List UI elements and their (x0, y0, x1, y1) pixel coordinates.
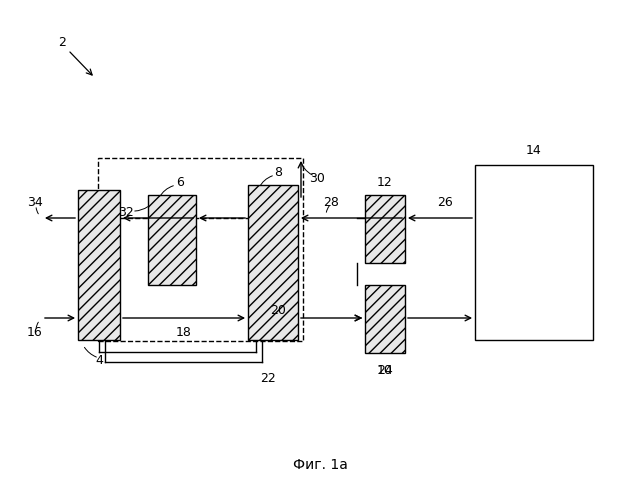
Text: 6: 6 (176, 176, 184, 189)
Bar (148, 195, 196, 285)
Text: 20: 20 (270, 304, 286, 317)
Bar (98, 158, 303, 341)
Text: 26: 26 (437, 196, 453, 209)
Bar (365, 285, 405, 353)
Text: 24: 24 (377, 364, 393, 378)
Bar (475, 165, 593, 340)
Text: 12: 12 (377, 176, 393, 189)
Text: 4: 4 (95, 353, 103, 366)
Text: 10: 10 (377, 364, 393, 378)
Text: 8: 8 (274, 167, 282, 179)
Bar (248, 185, 298, 340)
Text: 14: 14 (526, 143, 542, 156)
Bar (365, 195, 405, 263)
Text: 32: 32 (118, 207, 134, 219)
Text: 18: 18 (176, 326, 192, 340)
Text: 30: 30 (309, 172, 325, 184)
Bar (78, 190, 120, 340)
Text: 28: 28 (323, 196, 339, 209)
Text: Фиг. 1a: Фиг. 1a (292, 458, 348, 472)
Text: 34: 34 (27, 197, 43, 210)
Text: 22: 22 (260, 372, 276, 385)
Text: 2: 2 (58, 35, 66, 48)
Text: 16: 16 (27, 326, 43, 340)
